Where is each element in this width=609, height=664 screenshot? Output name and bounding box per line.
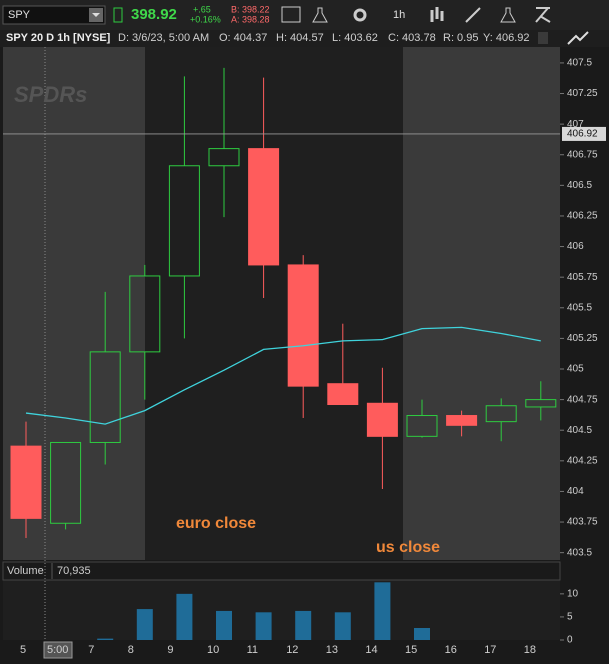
header-button[interactable]: [538, 32, 548, 44]
header-y: Y: 406.92: [483, 32, 530, 44]
session-shade: [403, 47, 560, 560]
header-bar: [0, 30, 609, 47]
y-tick-label: 405.75: [567, 272, 598, 283]
y-tick-label: 404.25: [567, 455, 598, 466]
x-tick-label: 13: [326, 644, 338, 656]
header-high: H: 404.57: [276, 32, 324, 44]
x-tick-label: 18: [524, 644, 536, 656]
volume-bar: [374, 582, 391, 640]
y-tick-label: 405: [567, 364, 584, 375]
y-tick-label: 406.25: [567, 211, 598, 222]
x-tick-label: 10: [207, 644, 219, 656]
y-tick-label: 406: [567, 241, 584, 252]
candle-body: [525, 399, 557, 408]
y-tick-label: 10: [567, 588, 579, 599]
settings-button[interactable]: [353, 8, 367, 22]
chart-type-button[interactable]: [430, 7, 444, 22]
y-tick-label: 0: [567, 635, 573, 646]
volume-bar: [295, 610, 312, 640]
y-tick-label: 405.25: [567, 333, 598, 344]
change-pct: +0.16%: [190, 14, 221, 24]
candle-body: [208, 148, 240, 167]
candle-body: [446, 415, 478, 426]
drawing-button[interactable]: [465, 7, 481, 23]
last-price-tag: [562, 126, 606, 141]
candle-body: [406, 415, 438, 437]
candle-body: [248, 148, 280, 266]
header-close: C: 403.78: [388, 32, 436, 44]
crosshair-tag: [43, 641, 73, 659]
moving-average: [25, 326, 541, 425]
volume-bar: [414, 628, 430, 640]
volume-bar: [97, 638, 114, 640]
toolbar-button[interactable]: [281, 6, 301, 23]
y-tick-label: 404: [567, 486, 584, 497]
change: +.65: [193, 4, 211, 14]
y-tick-label: 405.5: [567, 302, 592, 313]
x-tick-label: 7: [88, 644, 94, 656]
y-tick-label: 406.75: [567, 149, 598, 160]
x-tick-label: 8: [128, 644, 134, 656]
candle-body: [168, 165, 200, 277]
volume-value: 70,935: [57, 565, 91, 577]
volume-bar: [334, 612, 351, 640]
header-date: D: 3/6/23, 5:00 AM: [118, 32, 209, 44]
candle-body: [89, 351, 121, 443]
x-tick-label: 15: [405, 644, 417, 656]
dropdown-arrow: [92, 13, 100, 17]
toolbar-button[interactable]: [535, 7, 551, 23]
symbol-box[interactable]: [2, 5, 106, 25]
last-price: 398.92: [131, 6, 177, 23]
y-tick-label: 404.75: [567, 394, 598, 405]
status-icon: [113, 7, 123, 23]
y-tick-label: 5: [567, 612, 573, 623]
bid: B: 398.22: [231, 4, 270, 14]
x-tick-label: 14: [365, 644, 377, 656]
toolbar-button[interactable]: [500, 7, 516, 23]
x-tick-label: 12: [286, 644, 298, 656]
y-tick-label: 403.75: [567, 517, 598, 528]
header-low: L: 403.62: [332, 32, 378, 44]
x-tick-label: 11: [247, 644, 258, 656]
y-tick-label: 407: [567, 119, 584, 130]
volume-title: Volume: [7, 565, 44, 577]
symbol: SPY: [8, 9, 31, 21]
volume-bar: [255, 612, 272, 640]
candle-body: [50, 441, 82, 524]
ask: A: 398.28: [231, 14, 270, 24]
header-title: SPY 20 D 1h [NYSE]: [6, 32, 111, 44]
candle-body: [485, 405, 517, 423]
volume-bar: [216, 610, 232, 640]
candle-body: [10, 445, 42, 519]
x-tick-label: 17: [484, 644, 496, 656]
last-price-label: 406.92: [567, 129, 598, 140]
candle-body: [129, 275, 161, 353]
candle-body: [327, 383, 359, 406]
y-tick-label: 407.25: [567, 88, 598, 99]
x-tick-label: 9: [167, 644, 173, 656]
y-tick-label: 403.5: [567, 547, 592, 558]
volume-header: [2, 561, 561, 581]
y-tick-label: 406.5: [567, 180, 592, 191]
interval[interactable]: 1h: [393, 9, 405, 21]
y-tick-label: 404.5: [567, 425, 592, 436]
annotation: us close: [376, 539, 440, 556]
annotation: euro close: [176, 515, 256, 532]
toolbar-button[interactable]: [312, 7, 328, 23]
x-tick-label: 16: [445, 644, 457, 656]
candle-body: [287, 264, 319, 387]
crosshair-label: 5:00: [47, 644, 68, 656]
header-open: O: 404.37: [219, 32, 267, 44]
candle-body: [366, 402, 398, 437]
volume-bar: [136, 609, 153, 640]
x-tick-label: 5: [20, 644, 26, 656]
style-button[interactable]: [567, 31, 589, 45]
header-range: R: 0.95: [443, 32, 478, 44]
y-tick-label: 407.5: [567, 58, 592, 69]
session-shade: [145, 47, 403, 560]
volume-bar: [176, 593, 193, 640]
watermark: SPDRs: [14, 82, 87, 107]
